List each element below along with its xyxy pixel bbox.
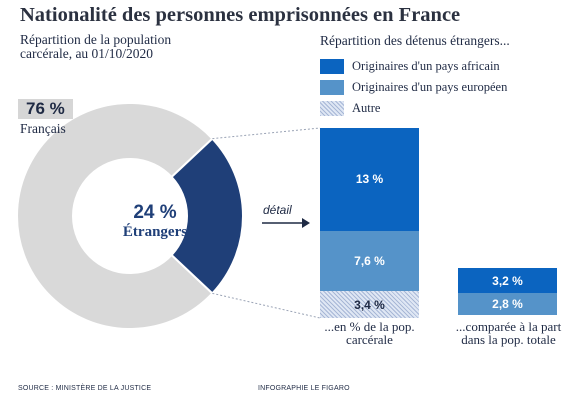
bar-segment-african: 3,2 % [458, 268, 557, 294]
bar-segment-european: 2,8 % [458, 293, 557, 316]
legend-label-other: Autre [352, 101, 381, 115]
bar-segment-other: 3,4 % [320, 291, 419, 318]
chart-title: Nationalité des personnes emprisonnées e… [20, 4, 461, 26]
right-subtitle: Répartition des détenus étrangers... [320, 33, 510, 48]
connector-bottom-line [212, 292, 321, 319]
legend-swatch-other [320, 101, 344, 116]
french-value: 76 % [18, 99, 73, 119]
foreign-label: Étrangers [122, 224, 188, 240]
legend-label-european: Originaires d'un pays européen [352, 80, 508, 94]
legend-item-european: Originaires d'un pays européen [320, 77, 507, 98]
detail-label: détail [263, 203, 292, 217]
stacked-bar-population: 3,2 % 2,8 % [458, 268, 557, 316]
bar-caption-population: ...comparée à la part dans la pop. total… [455, 319, 562, 347]
source-note: SOURCE : MINISTÈRE DE LA JUSTICE [18, 385, 152, 392]
legend: Originaires d'un pays africain Originair… [320, 56, 507, 119]
left-subtitle: Répartition de la population carcérale, … [20, 32, 172, 61]
bar-segment-european: 7,6 % [320, 230, 419, 292]
bar-segment-african: 13 % [320, 128, 419, 231]
donut-slice-french [16, 102, 214, 330]
credit-note: INFOGRAPHIE LE FIGARO [258, 385, 350, 392]
french-label: Français [20, 121, 66, 136]
legend-item-african: Originaires d'un pays africain [320, 56, 507, 77]
detail-arrow-head [302, 218, 310, 228]
legend-item-other: Autre [320, 98, 507, 119]
legend-label-african: Originaires d'un pays africain [352, 59, 500, 73]
foreign-value: 24 % [133, 202, 177, 223]
bar-caption-prison: ...en % de la pop. carcérale [324, 319, 415, 347]
legend-swatch-african [320, 59, 344, 74]
donut-slice-foreign [170, 137, 244, 295]
connector-top-line [212, 127, 321, 140]
legend-swatch-european [320, 80, 344, 95]
stacked-bar-prison: 13 % 7,6 % 3,4 % [320, 128, 419, 318]
